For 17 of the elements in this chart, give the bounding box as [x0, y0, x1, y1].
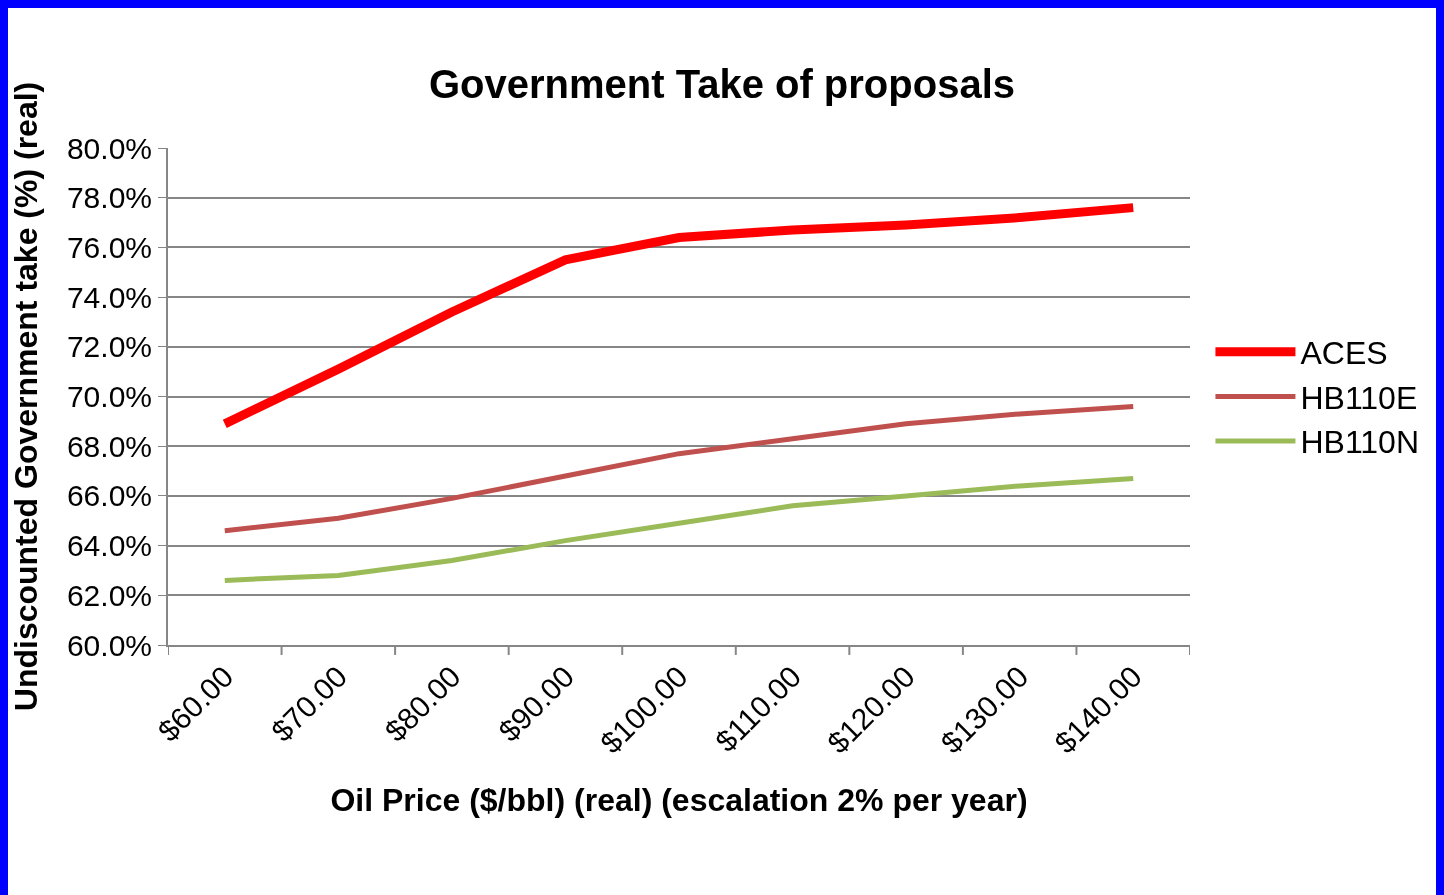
- y-tick-label: 66.0%: [66, 479, 152, 513]
- y-tick-label: 72.0%: [66, 330, 152, 364]
- y-tick-label: 80.0%: [66, 131, 152, 165]
- y-tick-label: 60.0%: [66, 628, 152, 662]
- y-tick-label: 68.0%: [66, 429, 152, 463]
- y-axis-title: Undiscounted Government take (%) (real): [8, 81, 44, 712]
- legend-label: ACES: [1300, 335, 1388, 372]
- chart-title: Government Take of proposals: [428, 62, 1016, 107]
- legend-label: HB110E: [1300, 379, 1418, 416]
- y-tick-label: 76.0%: [66, 230, 152, 264]
- y-tick-label: 62.0%: [66, 578, 152, 612]
- y-tick-label: 70.0%: [66, 380, 152, 413]
- y-tick-label: 64.0%: [66, 529, 152, 563]
- legend-label: HB110N: [1300, 424, 1420, 461]
- y-tick-label: 78.0%: [66, 181, 152, 215]
- y-tick-label: 74.0%: [66, 280, 152, 314]
- x-axis-title: Oil Price ($/bbl) (real) (escalation 2% per year): [330, 781, 1028, 818]
